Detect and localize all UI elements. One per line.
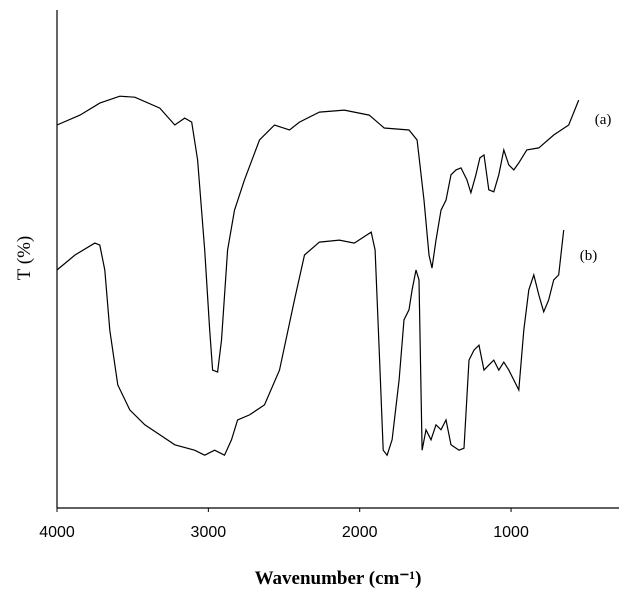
x-tick-label: 4000 bbox=[39, 524, 75, 541]
x-tick-label: 3000 bbox=[191, 524, 227, 541]
y-axis-label: T (%) bbox=[14, 236, 35, 281]
x-axis-label: Wavenumber (cm⁻¹) bbox=[255, 568, 422, 589]
spectrum-line bbox=[56, 95, 580, 373]
series-label: (a) bbox=[595, 112, 612, 128]
spectrum-line bbox=[56, 230, 565, 457]
x-tick-label: 1000 bbox=[493, 524, 529, 541]
x-tick-label: 2000 bbox=[342, 524, 378, 541]
series-label: (b) bbox=[580, 248, 598, 264]
